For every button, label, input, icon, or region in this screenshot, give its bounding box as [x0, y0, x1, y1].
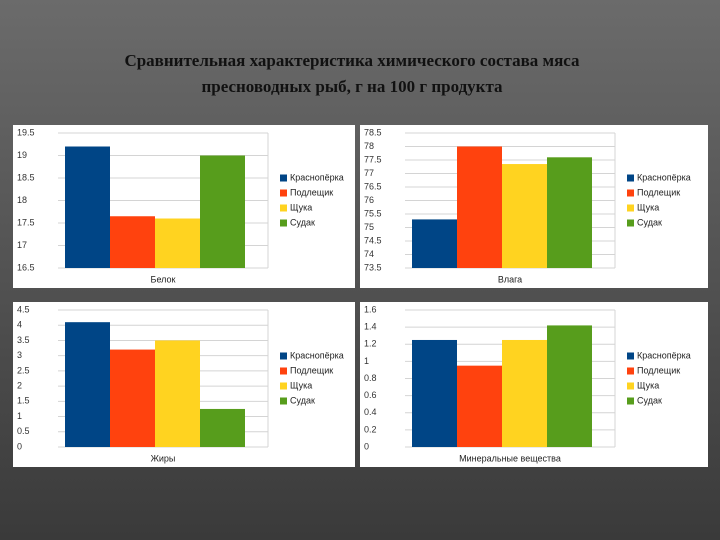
x-axis-label: Белок [151, 274, 176, 284]
y-tick-label: 1.6 [364, 304, 377, 314]
y-tick-label: 0 [17, 441, 22, 451]
y-tick-label: 76.5 [364, 181, 382, 191]
legend-label: Судак [637, 217, 662, 227]
legend-swatch [280, 219, 287, 227]
chart: 0 0.5 1 1.5 2 2.5 3 3.5 4 4.5 Краснопёрка Подлещик Щ… [13, 302, 355, 467]
bar [547, 325, 592, 447]
y-tick-label: 0.2 [364, 424, 377, 434]
y-tick-label: 0.6 [364, 390, 377, 400]
bar [110, 349, 155, 447]
bar [200, 155, 245, 268]
y-tick-label: 2 [17, 380, 22, 390]
x-axis-label: Влага [498, 274, 522, 284]
bar [502, 339, 547, 447]
legend-swatch [627, 352, 634, 360]
bar [200, 408, 245, 447]
y-tick-label: 74.5 [364, 235, 382, 245]
bar [457, 146, 502, 268]
legend-label: Судак [637, 395, 662, 405]
slide-title: пресноводных рыб, г на 100 г продукта [201, 77, 503, 96]
y-tick-label: 4 [17, 320, 22, 330]
legend-label: Судак [290, 395, 315, 405]
y-tick-label: 4.5 [17, 304, 30, 314]
legend-label: Щука [290, 380, 312, 390]
legend-swatch [280, 367, 287, 375]
y-tick-label: 1 [17, 411, 22, 421]
chart: 0 0.2 0.4 0.6 0.8 1 1.2 1.4 1.6 Краснопёрка Подлещ… [360, 302, 708, 467]
legend-label: Подлещик [637, 365, 680, 375]
legend-label: Судак [290, 217, 315, 227]
legend-swatch [280, 174, 287, 182]
legend-swatch [280, 397, 287, 405]
y-tick-label: 19 [17, 150, 27, 160]
legend-swatch [280, 189, 287, 197]
y-tick-label: 0.4 [364, 407, 377, 417]
legend-label: Подлещик [290, 187, 333, 197]
legend-label: Краснопёрка [637, 350, 691, 360]
x-axis-label: Минеральные вещества [459, 453, 561, 463]
legend-label: Щука [637, 380, 659, 390]
legend-label: Подлещик [637, 187, 680, 197]
y-tick-label: 1 [364, 356, 369, 366]
y-tick-label: 2.5 [17, 365, 30, 375]
legend-label: Щука [290, 202, 312, 212]
y-tick-label: 18.5 [17, 172, 35, 182]
bar [155, 218, 200, 268]
y-tick-label: 77 [364, 168, 374, 178]
legend-swatch [280, 204, 287, 212]
y-tick-label: 0.8 [364, 373, 377, 383]
bar [412, 339, 457, 447]
legend-label: Щука [637, 202, 659, 212]
y-tick-label: 78 [364, 141, 374, 151]
y-tick-label: 1.4 [364, 322, 377, 332]
bar [457, 365, 502, 447]
chart: 73.5 74 74.5 75 75.5 76 76.5 77 77.5 78 78.5 Красно… [360, 125, 708, 288]
bar [502, 164, 547, 268]
y-tick-label: 18 [17, 195, 27, 205]
bar [412, 219, 457, 268]
legend-swatch [627, 397, 634, 405]
y-tick-label: 74 [364, 249, 374, 259]
y-tick-label: 0.5 [17, 426, 30, 436]
y-tick-label: 3.5 [17, 335, 30, 345]
y-tick-label: 19.5 [17, 127, 35, 137]
y-tick-label: 1.2 [364, 339, 377, 349]
y-tick-label: 73.5 [364, 262, 382, 272]
y-tick-label: 0 [364, 441, 369, 451]
legend-swatch [627, 189, 634, 197]
legend-label: Краснопёрка [290, 172, 344, 182]
y-tick-label: 75 [364, 222, 374, 232]
y-tick-label: 77.5 [364, 154, 382, 164]
chart: 16.5 17 17.5 18 18.5 19 19.5 Краснопёрка Подлещи… [13, 125, 355, 288]
x-axis-label: Жиры [151, 453, 176, 463]
y-tick-label: 3 [17, 350, 22, 360]
bar [110, 216, 155, 268]
y-tick-label: 78.5 [364, 127, 382, 137]
slide-title: Сравнительная характеристика химического… [124, 51, 580, 70]
legend-swatch [627, 174, 634, 182]
legend-swatch [627, 204, 634, 212]
legend-swatch [627, 382, 634, 390]
y-tick-label: 16.5 [17, 262, 35, 272]
legend-swatch [280, 382, 287, 390]
legend-label: Краснопёрка [290, 350, 344, 360]
legend-label: Подлещик [290, 365, 333, 375]
bar [547, 157, 592, 268]
legend-swatch [280, 352, 287, 360]
bar [65, 322, 110, 447]
y-tick-label: 17.5 [17, 217, 35, 227]
legend-swatch [627, 219, 634, 227]
y-tick-label: 1.5 [17, 396, 30, 406]
bar [155, 340, 200, 447]
legend-label: Краснопёрка [637, 172, 691, 182]
y-tick-label: 76 [364, 195, 374, 205]
y-tick-label: 17 [17, 240, 27, 250]
legend-swatch [627, 367, 634, 375]
y-tick-label: 75.5 [364, 208, 382, 218]
bar [65, 146, 110, 268]
